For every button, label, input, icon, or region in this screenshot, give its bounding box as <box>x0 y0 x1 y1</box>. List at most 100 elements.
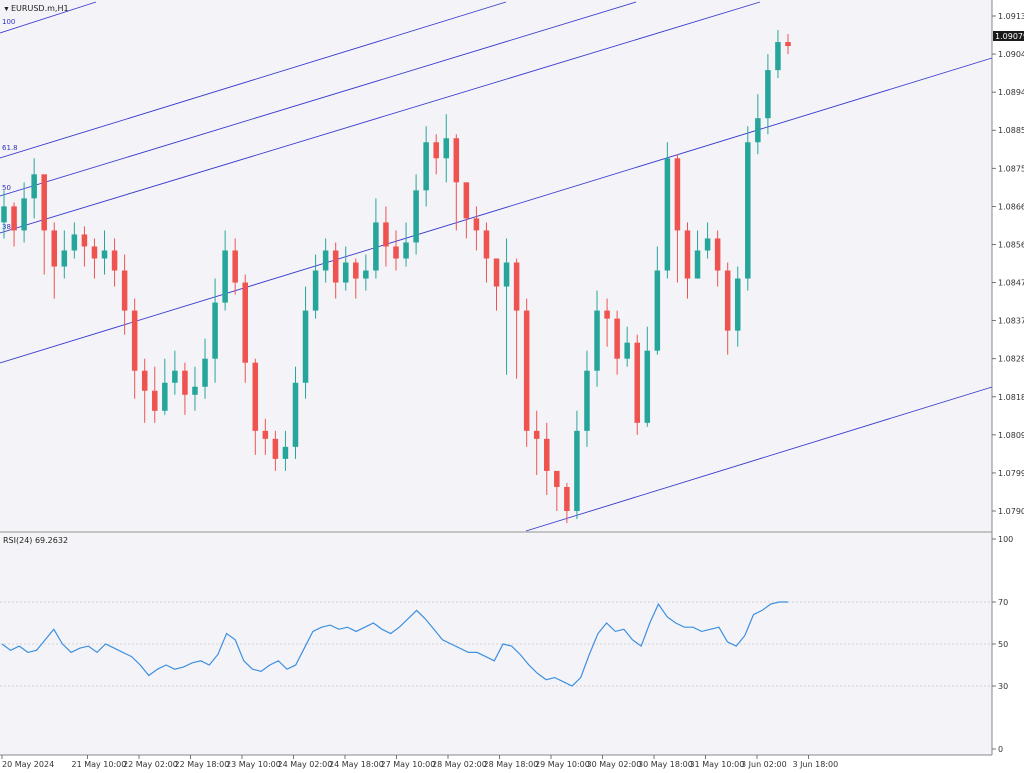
candles-group <box>1 30 791 524</box>
price-tick-label: 1.09135 <box>998 12 1024 21</box>
time-tick-label: 22 May 02:00 <box>123 760 178 769</box>
rsi-line <box>1 601 788 687</box>
chart-menu-triangle[interactable]: ▼ <box>3 6 10 13</box>
channel-line-bottom <box>525 386 993 532</box>
candle-body <box>222 250 228 303</box>
rsi-tick-label: 30 <box>998 682 1008 691</box>
candle-body <box>745 142 751 279</box>
candle-body <box>111 250 118 271</box>
time-tick-label: 24 May 18:00 <box>329 760 384 769</box>
candle-body <box>584 370 590 431</box>
time-tick-label: 21 May 10:00 <box>72 760 127 769</box>
price-tick-label: 1.08850 <box>998 126 1024 135</box>
candle-body <box>31 174 37 199</box>
candle-body <box>152 390 158 411</box>
channel-line-38-2 <box>0 1 761 234</box>
candle-body <box>373 222 379 271</box>
time-tick-label: 20 May 2024 <box>2 760 54 769</box>
candle-body <box>342 262 349 283</box>
candle-body <box>272 438 279 459</box>
candle-body <box>121 270 128 311</box>
candle-body <box>423 142 429 191</box>
candle-body <box>694 250 701 279</box>
rsi-axis: 100 70 50 30 0 <box>992 535 1013 754</box>
price-axis: 1.09135 1.09040 1.08945 1.08850 1.08755 1.086… <box>992 12 1024 516</box>
candle-body <box>41 174 47 231</box>
candle-body <box>624 342 630 359</box>
candle-body <box>544 438 550 471</box>
candle-body <box>1 206 7 223</box>
candle-body <box>172 370 178 383</box>
candle-body <box>11 206 17 231</box>
candle-body <box>604 310 610 319</box>
candle-body <box>513 262 520 311</box>
candle-body <box>644 350 651 423</box>
candle-body <box>212 302 218 359</box>
candle-body <box>594 310 600 371</box>
candle-body <box>131 310 138 371</box>
candle-body <box>182 370 188 395</box>
candle-body <box>312 270 319 311</box>
candle-body <box>141 370 148 391</box>
candle-body <box>393 246 399 259</box>
candle-body <box>383 222 389 247</box>
current-price-tag-bg <box>993 31 1024 41</box>
price-tick-label: 1.08090 <box>998 431 1024 440</box>
candle-body <box>51 230 58 267</box>
candle-body <box>322 250 329 271</box>
chart-symbol-title: EURUSD.m,H1 <box>11 4 69 13</box>
candle-body <box>493 258 500 287</box>
rsi-levels <box>0 601 992 687</box>
candle-body <box>755 118 761 143</box>
candle-body <box>453 138 460 183</box>
rsi-tick-label: 0 <box>998 745 1003 754</box>
channel-line-mid <box>0 57 993 364</box>
candle-body <box>202 358 208 387</box>
time-tick-label: 29 May 10:00 <box>535 760 590 769</box>
candle-body <box>363 270 369 279</box>
candle-body <box>724 270 731 331</box>
time-tick-label: 24 May 02:00 <box>278 760 333 769</box>
candle-body <box>483 230 490 259</box>
candle-body <box>523 310 530 431</box>
candle-body <box>765 70 771 119</box>
candle-body <box>533 430 540 439</box>
candle-body <box>734 278 741 331</box>
candle-body <box>302 310 309 383</box>
time-tick-label: 28 May 02:00 <box>432 760 487 769</box>
candle-body <box>664 158 671 271</box>
price-tick-label: 1.08185 <box>998 393 1024 402</box>
time-tick-label: 30 May 02:00 <box>587 760 642 769</box>
fib-label-38-2: 38.2 <box>2 223 18 231</box>
candle-body <box>242 282 248 363</box>
price-tick-label: 1.07995 <box>998 469 1024 478</box>
price-tick-label: 1.08470 <box>998 279 1024 288</box>
rsi-tick-label: 70 <box>998 598 1008 607</box>
time-tick-label: 31 May 10:00 <box>690 760 745 769</box>
candle-body <box>564 486 570 511</box>
candle-body <box>162 382 168 411</box>
candle-body <box>91 246 98 259</box>
candle-body <box>403 242 409 259</box>
channel-line-61-8 <box>0 1 507 159</box>
candle-body <box>634 342 640 423</box>
candle-body <box>704 238 711 251</box>
candle-body <box>674 158 681 231</box>
candle-body <box>192 386 198 395</box>
candle-body <box>614 318 620 359</box>
time-tick-label: 23 May 10:00 <box>226 760 281 769</box>
price-tick-label: 1.08755 <box>998 164 1024 173</box>
price-axis-bg <box>992 0 1024 773</box>
time-tick-label: 3 Jun 02:00 <box>741 760 787 769</box>
time-axis-bg <box>0 755 992 773</box>
rsi-title: RSI(24) 69.2632 <box>3 536 68 545</box>
candle-body <box>654 270 661 351</box>
time-tick-label: 27 May 10:00 <box>381 760 436 769</box>
candle-body <box>443 138 450 159</box>
time-tick-label: 30 May 18:00 <box>638 760 693 769</box>
candle-body <box>433 142 439 159</box>
price-tick-label: 1.08565 <box>998 240 1024 249</box>
